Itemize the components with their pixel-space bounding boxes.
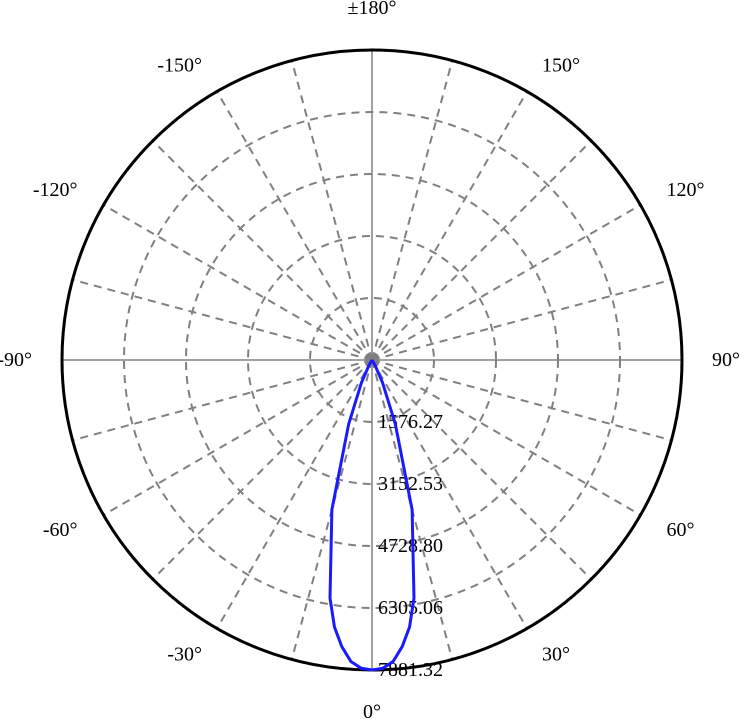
spoke-line [372, 92, 527, 360]
ring-label: 7881.32 [378, 659, 443, 681]
spoke-line [153, 141, 372, 360]
angle-label: 90° [712, 349, 740, 371]
spoke-line [372, 205, 640, 360]
angle-label: 120° [666, 179, 704, 201]
angle-label: -30° [167, 643, 202, 665]
ring-label: 4728.80 [378, 535, 443, 557]
spoke-line [372, 141, 591, 360]
spoke-line [217, 360, 372, 628]
ring-label: 1576.27 [378, 411, 443, 433]
spoke-line [104, 205, 372, 360]
angle-label: ±180° [348, 0, 397, 19]
ring-label: 3152.53 [378, 473, 443, 495]
angle-label: 150° [542, 55, 580, 77]
spoke-line [217, 92, 372, 360]
angle-label: 0° [363, 701, 381, 723]
spoke-line [73, 360, 372, 440]
angle-label: -150° [157, 55, 202, 77]
angle-label: 30° [542, 643, 570, 665]
polar-chart: 1576.273152.534728.806305.067881.320°30°… [0, 0, 744, 723]
spoke-line [292, 61, 372, 360]
angle-label: -60° [43, 519, 78, 541]
angle-label: 60° [666, 519, 694, 541]
angle-label: -90° [0, 349, 32, 371]
spoke-line [372, 280, 671, 360]
spoke-line [372, 61, 452, 360]
spoke-line [73, 280, 372, 360]
spoke-line [104, 360, 372, 515]
angle-label: -120° [33, 179, 78, 201]
